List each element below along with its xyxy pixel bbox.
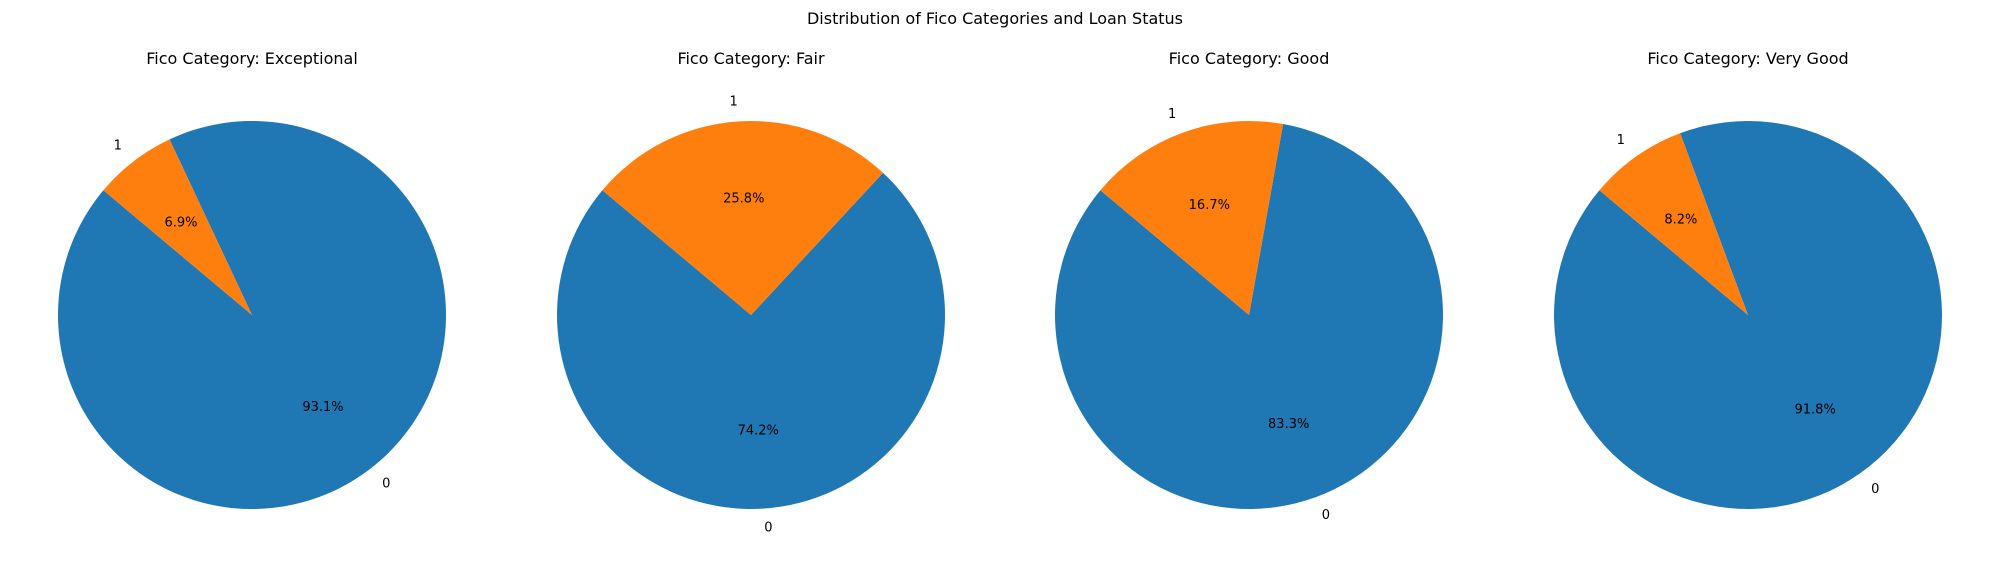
slice-percent-label: 91.8% (1795, 403, 1836, 418)
slice-percent-label: 83.3% (1268, 417, 1309, 432)
slice-percent-label: 93.1% (302, 400, 343, 415)
slice-label: 1 (1617, 133, 1625, 148)
slice-percent-label: 6.9% (164, 215, 197, 230)
pie-chart: 0 74.2% 1 25.8% (557, 95, 946, 535)
pie-slice-0 (1554, 120, 1943, 509)
slice-label: 1 (114, 138, 122, 153)
pie-slice-0 (557, 172, 946, 510)
pie-title: Fico Category: Exceptional (146, 49, 358, 68)
pie-chart: 0 83.3% 1 16.7% (1055, 107, 1444, 523)
pie-chart: 0 91.8% 1 8.2% (1554, 120, 1943, 509)
figure-suptitle: Distribution of Fico Categories and Loan… (807, 9, 1183, 28)
slice-label: 0 (764, 520, 772, 535)
slice-percent-label: 25.8% (723, 191, 764, 206)
pie-slice-1 (602, 121, 884, 315)
pie-panel-very-good: Fico Category: Very Good 0 91.8% 1 8.2% (1554, 49, 1943, 509)
pie-slice-1 (103, 139, 252, 315)
slice-label: 0 (382, 477, 390, 492)
pie-slice-1 (1599, 133, 1748, 315)
slice-label: 1 (1168, 107, 1176, 122)
slice-label: 0 (1322, 508, 1330, 523)
slice-percent-label: 8.2% (1664, 212, 1697, 227)
pie-slice-0 (1055, 124, 1444, 510)
pie-title: Fico Category: Fair (677, 49, 825, 68)
pie-title: Fico Category: Very Good (1647, 49, 1848, 68)
pie-slice-1 (1100, 121, 1284, 315)
slice-percent-label: 74.2% (738, 424, 779, 439)
slice-percent-label: 16.7% (1189, 198, 1230, 213)
slice-label: 1 (729, 95, 737, 110)
pie-title: Fico Category: Good (1169, 49, 1330, 68)
pie-panel-exceptional: Fico Category: Exceptional 0 93.1% 1 6.9% (58, 49, 447, 510)
pie-slice-0 (58, 121, 447, 510)
pie-chart: 0 93.1% 1 6.9% (58, 121, 447, 510)
slice-label: 0 (1871, 482, 1879, 497)
pie-panel-fair: Fico Category: Fair 0 74.2% 1 25.8% (557, 49, 946, 535)
pie-panel-good: Fico Category: Good 0 83.3% 1 16.7% (1055, 49, 1444, 523)
